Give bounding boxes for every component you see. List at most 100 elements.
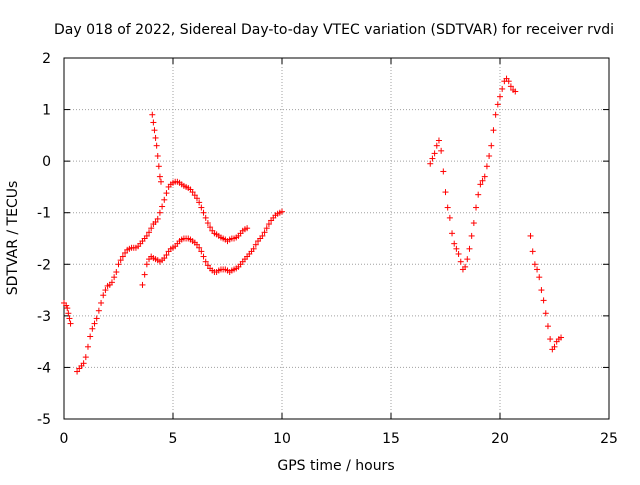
data-point [551,343,558,350]
data-point [151,127,158,134]
data-point [207,224,214,231]
data-point [544,323,551,330]
data-point [244,225,251,232]
series-segment-early-start [61,299,74,327]
data-point [200,209,207,216]
data-point [505,78,512,85]
data-point [202,258,209,265]
data-point [457,258,464,265]
data-point [479,177,486,184]
data-point [89,325,96,332]
data-point [161,196,168,203]
data-point [462,263,469,270]
data-point [279,208,285,215]
data-point [93,315,100,322]
data-point [63,302,70,309]
data-points [61,75,565,375]
data-point [117,257,124,264]
y-tick-label: 2 [42,51,51,67]
y-tick-label: -5 [37,412,51,428]
x-tick-label: 20 [491,431,509,447]
plot-frame [63,57,610,420]
data-point [149,111,156,118]
data-point [527,232,534,239]
data-point [499,85,506,92]
data-point [250,245,257,252]
data-point [196,244,203,251]
data-point [193,241,200,248]
data-point [155,163,162,170]
data-point [161,255,168,262]
data-point [156,173,163,180]
data-point [98,299,105,306]
series-segment-evening [427,75,519,273]
data-point [446,214,453,221]
data-point [468,232,475,239]
data-point [259,232,266,239]
data-point [65,310,72,317]
data-point [100,292,107,299]
data-point [193,195,200,202]
data-point [156,209,163,216]
data-point [252,241,259,248]
data-point [481,173,488,180]
data-point [534,266,541,273]
data-point [497,93,503,100]
data-point [449,230,456,237]
data-point [95,307,102,314]
data-point [154,215,161,222]
data-point [196,199,203,206]
data-point [531,261,538,268]
data-point [455,250,462,257]
axis-ticks: 0 5 10 15 20 25 -5 -4 -3 -2 -1 0 1 2 [37,51,618,447]
data-point [442,189,449,196]
data-point [512,88,519,95]
x-tick-label: 5 [169,431,178,447]
series-segment-late [527,232,565,353]
data-point [148,225,155,232]
data-point [143,232,150,239]
data-point [475,191,482,198]
y-axis-label: SDTVAR / TECUs [5,181,21,296]
data-point [265,221,272,228]
data-point [542,310,549,317]
data-point [492,111,499,118]
data-point [451,240,458,247]
data-point [198,248,205,255]
data-point [507,83,514,90]
data-point [119,253,126,260]
series-segment-secondary [139,208,285,288]
x-axis-label: GPS time / hours [277,458,394,474]
data-point [438,147,445,154]
data-point [204,220,211,227]
x-tick-label: 15 [382,431,400,447]
data-point [80,360,87,367]
data-point [464,256,471,263]
data-point [87,333,94,340]
data-point [538,287,545,294]
data-point [102,287,109,294]
data-point [444,204,451,211]
data-point [143,261,150,268]
data-point [152,218,159,225]
data-point [433,142,440,149]
data-point [139,281,146,288]
data-point [540,297,547,304]
data-point [486,152,493,159]
data-point [163,252,170,259]
x-tick-label: 25 [600,431,618,447]
data-point [152,134,159,141]
data-point [477,181,484,188]
data-point [122,249,129,256]
data-point [435,137,442,144]
data-point [427,160,434,167]
data-point [473,204,480,211]
data-point [488,142,495,149]
data-point [202,214,209,221]
data-point [64,305,71,312]
data-point [261,229,268,236]
data-point [470,220,477,227]
data-point [82,354,89,361]
data-point [547,336,554,343]
